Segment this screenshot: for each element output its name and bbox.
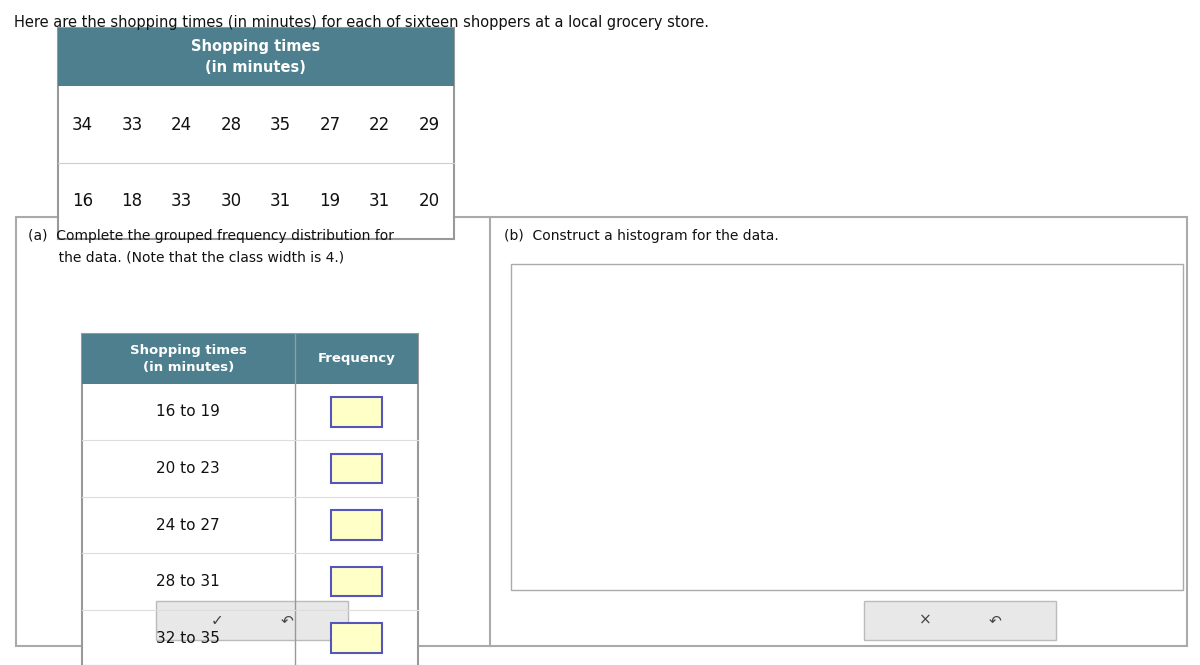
Text: 24: 24 (170, 116, 192, 134)
Text: (b)  Construct a histogram for the data.: (b) Construct a histogram for the data. (504, 229, 779, 243)
Text: 28: 28 (221, 116, 241, 134)
Text: ↶: ↶ (280, 613, 293, 628)
Text: ↶: ↶ (988, 613, 1001, 628)
Text: 28 to 31: 28 to 31 (156, 574, 220, 589)
Text: Here are the shopping times (in minutes) for each of sixteen shoppers at a local: Here are the shopping times (in minutes)… (14, 15, 709, 30)
Text: 35: 35 (270, 116, 290, 134)
Text: 16: 16 (72, 192, 92, 210)
Text: 22: 22 (368, 116, 390, 134)
Text: 20 to 23: 20 to 23 (156, 461, 220, 476)
Text: 16 to 19: 16 to 19 (156, 404, 221, 420)
Text: 31: 31 (270, 192, 290, 210)
Text: Shopping times
(in minutes): Shopping times (in minutes) (191, 39, 320, 75)
Text: ✓: ✓ (211, 613, 224, 628)
Text: (a)  Complete the grouped frequency distribution for
       the data. (Note that: (a) Complete the grouped frequency distr… (28, 229, 394, 264)
Text: 18: 18 (121, 192, 143, 210)
Text: 19: 19 (319, 192, 341, 210)
Text: 28 to 31: 28 to 31 (930, 533, 979, 546)
Text: ×: × (919, 613, 932, 628)
Text: 34: 34 (72, 116, 92, 134)
Text: 29: 29 (419, 116, 439, 134)
Text: Shopping times
(in minutes): Shopping times (in minutes) (130, 344, 247, 374)
Text: Shopping times (in minutes): Shopping times (in minutes) (767, 551, 962, 565)
Text: Frequency: Frequency (318, 352, 395, 365)
Text: 24 to 27: 24 to 27 (840, 533, 889, 546)
Text: Frequency: Frequency (595, 309, 666, 323)
Text: 32 to 35: 32 to 35 (156, 630, 221, 646)
Text: 20 to 23: 20 to 23 (750, 533, 799, 546)
Text: 27: 27 (319, 116, 341, 134)
Text: 32 to 35: 32 to 35 (1020, 533, 1069, 546)
Text: 33: 33 (121, 116, 143, 134)
Text: 31: 31 (368, 192, 390, 210)
Text: 24 to 27: 24 to 27 (156, 517, 220, 533)
Text: 33: 33 (170, 192, 192, 210)
Text: 20: 20 (419, 192, 439, 210)
Text: 16 to 19: 16 to 19 (660, 533, 709, 546)
Text: 30: 30 (221, 192, 241, 210)
